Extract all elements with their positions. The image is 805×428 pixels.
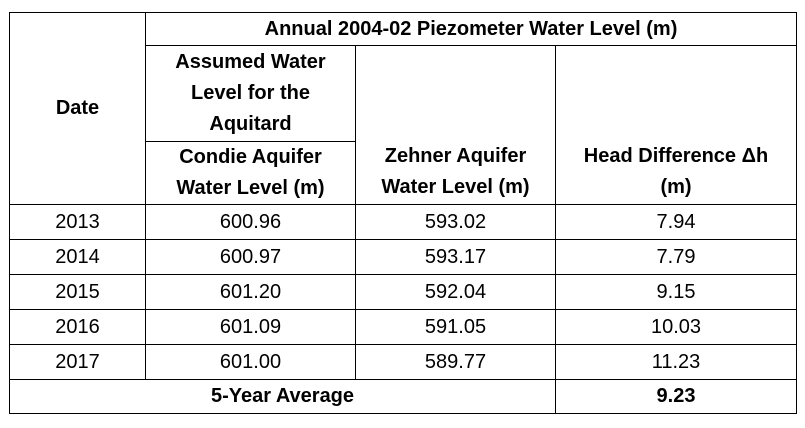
head-difference-cell: 10.03 — [555, 309, 797, 345]
aquitard-header-line-1: Assumed Water — [175, 51, 326, 73]
table-row: 2017 601.00 589.77 11.23 — [9, 344, 797, 380]
table-row: 2014 600.97 593.17 7.79 — [9, 239, 797, 275]
table-row: 2016 601.09 591.05 10.03 — [9, 309, 797, 345]
zehner-header-line-1: Zehner Aquifer — [384, 145, 527, 167]
date-cell: 2013 — [9, 204, 146, 240]
condie-header-line-1: Condie Aquifer — [179, 146, 322, 168]
aquitard-header: Assumed Water Level for the Aquitard — [145, 45, 356, 142]
condie-header: Condie Aquifer Water Level (m) — [145, 141, 356, 205]
head-difference-header-line-1: Head Difference Δh — [583, 145, 769, 167]
date-cell: 2017 — [9, 344, 146, 380]
date-cell: 2014 — [9, 239, 146, 275]
date-header: Date — [9, 12, 146, 205]
condie-cell: 600.97 — [145, 239, 356, 275]
zehner-cell: 591.05 — [355, 309, 556, 345]
condie-header-line-2: Water Level (m) — [176, 177, 325, 199]
zehner-header-line-2: Water Level (m) — [381, 176, 530, 198]
head-difference-header: Head Difference Δh (m) — [555, 45, 797, 205]
head-difference-header-line-2: (m) — [660, 176, 692, 198]
condie-cell: 600.96 — [145, 204, 356, 240]
table-title-label: Annual 2004-02 Piezometer Water Level (m… — [264, 17, 678, 40]
aquitard-header-line-2: Level for the — [191, 82, 310, 104]
aquitard-header-line-3: Aquitard — [209, 113, 292, 135]
zehner-header: Zehner Aquifer Water Level (m) — [355, 45, 556, 205]
average-value: 9.23 — [555, 379, 797, 414]
water-level-table: Date Annual 2004-02 Piezometer Water Lev… — [9, 12, 797, 414]
condie-cell: 601.20 — [145, 274, 356, 310]
zehner-cell: 593.17 — [355, 239, 556, 275]
head-difference-cell: 7.79 — [555, 239, 797, 275]
head-difference-cell: 11.23 — [555, 344, 797, 380]
zehner-cell: 593.02 — [355, 204, 556, 240]
date-header-label: Date — [55, 97, 100, 119]
date-cell: 2016 — [9, 309, 146, 345]
condie-cell: 601.09 — [145, 309, 356, 345]
table-row: 2013 600.96 593.02 7.94 — [9, 204, 797, 240]
zehner-cell: 589.77 — [355, 344, 556, 380]
average-label: 5-Year Average — [9, 379, 556, 414]
condie-cell: 601.00 — [145, 344, 356, 380]
table-title: Annual 2004-02 Piezometer Water Level (m… — [145, 12, 797, 46]
table-row: 2015 601.20 592.04 9.15 — [9, 274, 797, 310]
head-difference-cell: 7.94 — [555, 204, 797, 240]
date-cell: 2015 — [9, 274, 146, 310]
head-difference-cell: 9.15 — [555, 274, 797, 310]
zehner-cell: 592.04 — [355, 274, 556, 310]
average-row: 5-Year Average 9.23 — [9, 379, 797, 414]
